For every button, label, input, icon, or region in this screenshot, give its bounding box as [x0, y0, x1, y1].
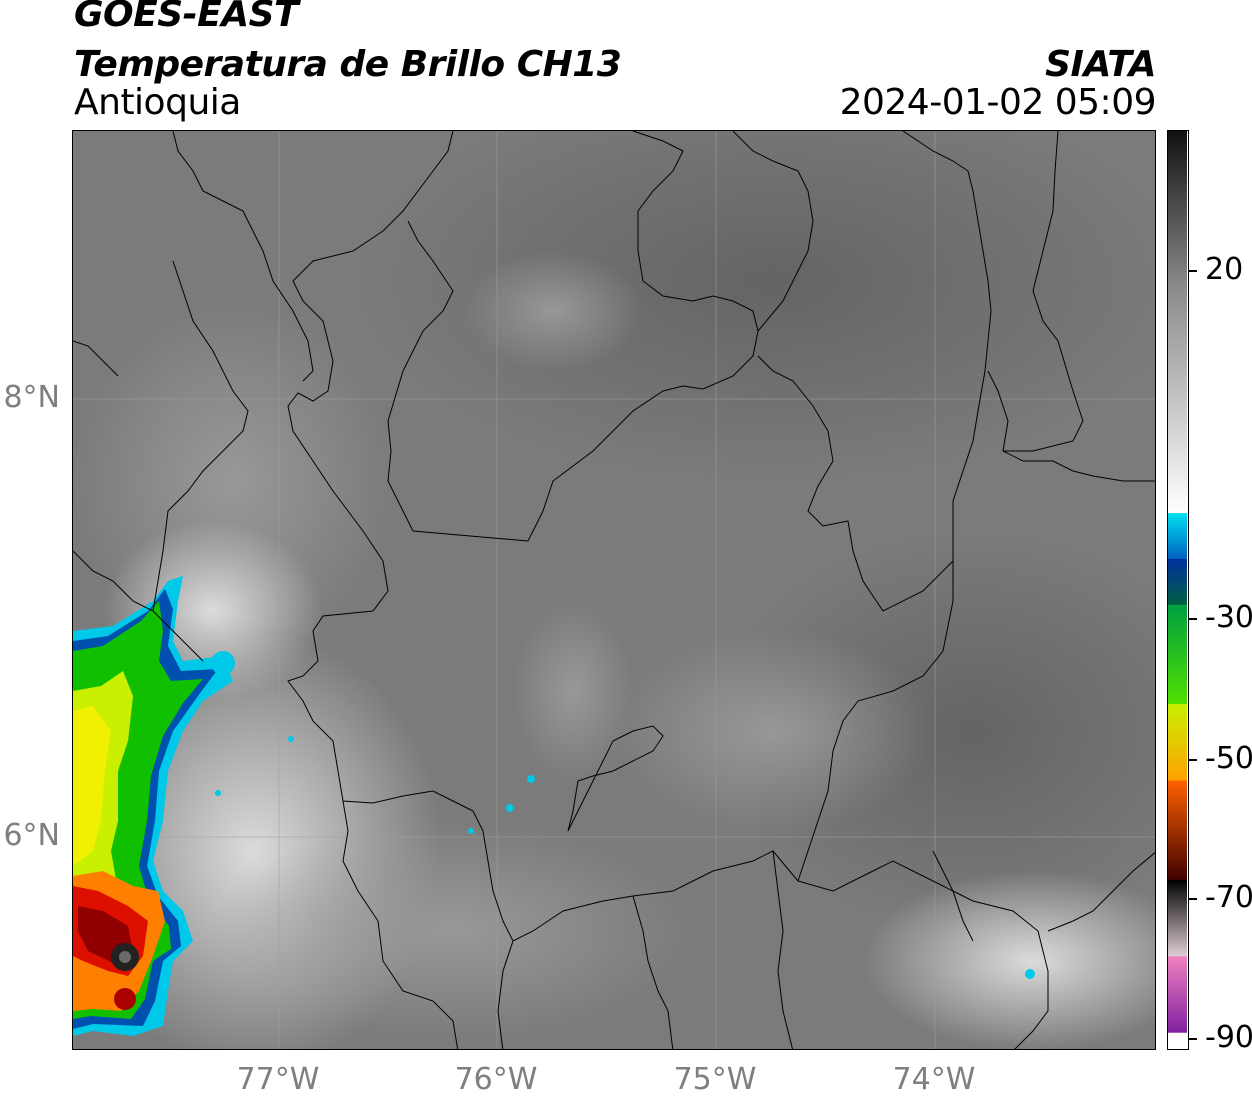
- colorbar-segment: [1168, 780, 1187, 881]
- dark-cloud-region: [713, 531, 1155, 931]
- lat-label-6n: 6°N: [3, 818, 60, 853]
- colorbar-tick-mark: [1189, 759, 1197, 761]
- colorbar-segment: [1168, 879, 1187, 957]
- colorbar-tick-20: 20: [1205, 252, 1244, 287]
- cold-spots: [215, 736, 1035, 979]
- satellite-title: GOES-EAST: [74, 0, 299, 35]
- lon-label-77w: 77°W: [236, 1062, 320, 1097]
- colorbar-tick-mark: [1189, 618, 1197, 620]
- colorbar-segment: [1168, 558, 1187, 606]
- lon-label-74w: 74°W: [892, 1062, 976, 1097]
- colorbar-segment: [1168, 704, 1187, 782]
- colorbar-segment: [1168, 1032, 1187, 1049]
- colorbar: [1167, 130, 1189, 1050]
- colorbar-segment: [1168, 956, 1187, 1034]
- boundaries: [73, 131, 1155, 1049]
- graticule: [73, 131, 1155, 1049]
- region-label: Antioquia: [74, 82, 241, 123]
- colorbar-gradient: [1168, 131, 1187, 1049]
- product-title: Temperatura de Brillo CH13: [74, 44, 622, 85]
- dark-cloud-region: [353, 131, 1155, 481]
- cloud-streak: [463, 251, 643, 371]
- colorbar-tick-minus50: -50: [1205, 741, 1252, 776]
- agency-label: SIATA: [1045, 44, 1156, 85]
- colorbar-tick-minus70: -70: [1205, 880, 1252, 915]
- cloud-streak: [863, 871, 1155, 1049]
- cloud-streak: [613, 631, 933, 831]
- satellite-map: [72, 130, 1156, 1050]
- colorbar-segment: [1168, 131, 1187, 285]
- colorbar-tick-minus30: -30: [1205, 600, 1252, 635]
- colorbar-segment: [1168, 604, 1187, 705]
- cloud-streak: [513, 601, 633, 781]
- colorbar-tick-mark: [1189, 898, 1197, 900]
- lat-label-8n: 8°N: [3, 380, 60, 415]
- datetime-label: 2024-01-02 05:09: [839, 82, 1157, 123]
- lon-label-75w: 75°W: [673, 1062, 757, 1097]
- cold-cloud-top: [73, 576, 235, 1036]
- map-graphics: [73, 131, 1155, 1049]
- cloud-streak: [213, 821, 693, 1041]
- lon-label-76w: 76°W: [454, 1062, 538, 1097]
- colorbar-tick-mark: [1189, 1038, 1197, 1040]
- colorbar-tick-minus90: -90: [1205, 1020, 1252, 1055]
- colorbar-segment: [1168, 513, 1187, 560]
- colorbar-segment: [1168, 283, 1187, 514]
- colorbar-tick-mark: [1189, 270, 1197, 272]
